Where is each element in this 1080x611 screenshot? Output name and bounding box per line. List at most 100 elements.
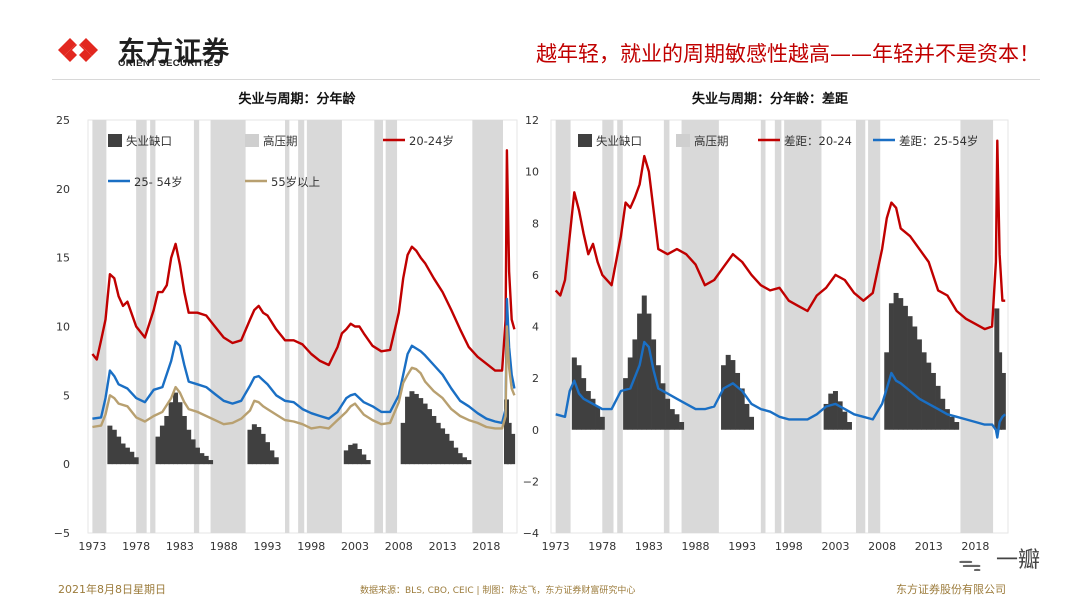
chart1-gap-bar	[352, 443, 358, 465]
chart2-gap-bar	[823, 403, 829, 430]
chart2-gap-bar	[912, 326, 918, 430]
chart2-gap-bar	[842, 411, 848, 430]
chart2-gap-bar	[916, 339, 922, 430]
chart2-gap-bar	[623, 378, 629, 430]
chart2-high-pressure-band	[774, 120, 782, 533]
chart2-gap-bar	[907, 316, 913, 430]
chart1-gap-bar	[155, 436, 161, 465]
chart1-y-tick-label: 20	[56, 183, 70, 196]
chart2-title: 失业与周期：分年龄：差距	[692, 91, 848, 107]
chart2-x-tick-label: 1998	[775, 540, 803, 553]
chart1-gap-bar	[111, 429, 117, 465]
chart2-gap-bar	[590, 398, 596, 430]
footer-company: 东方证券股份有限公司	[896, 583, 1006, 596]
chart2-gap-bar	[832, 391, 838, 430]
chart2-y-tick-label: 8	[532, 217, 539, 230]
chart2-y-tick-label: 0	[532, 424, 539, 437]
chart1-gap-bar	[431, 415, 437, 465]
chart1-gap-bar	[208, 460, 214, 465]
chart1-legend-label: 失业缺口	[126, 134, 172, 148]
chart1-high-pressure-band	[92, 120, 107, 533]
chart1-gap-bar	[107, 425, 113, 465]
chart1-series-line	[92, 325, 516, 430]
chart2-high-pressure-band	[784, 120, 822, 533]
chart1-series-line	[92, 297, 516, 425]
chart1-gap-bar	[120, 443, 126, 465]
chart1-x-tick-label: 1978	[122, 540, 150, 553]
chart1-gap-bar	[348, 444, 354, 465]
chart2-legend-label: 差距：20-24	[784, 134, 852, 148]
chart2-high-pressure-band	[855, 120, 866, 533]
chart2-x-tick-label: 1973	[542, 540, 570, 553]
chart1-x-tick-label: 1998	[297, 540, 325, 553]
chart2-gap-bar	[837, 401, 843, 430]
chart1-x-tick-label: 1983	[166, 540, 194, 553]
company-logo: 东方证券 ORIENT SECURITIES	[52, 28, 272, 72]
chart2-gap-bar	[846, 422, 852, 430]
chart2-high-pressure-band	[868, 120, 881, 533]
chart2-legend-label: 失业缺口	[596, 134, 642, 148]
chart1-gap-bar	[256, 426, 262, 465]
chart2-y-tick-label: 4	[532, 321, 539, 334]
chart2-y-tick-label: −4	[523, 527, 539, 540]
wechat-icon: ᯓ	[958, 549, 982, 577]
chart1-x-tick-label: 2008	[385, 540, 413, 553]
chart2-gap-bar	[595, 406, 601, 430]
chart1-gap-bar	[466, 460, 472, 465]
chart1-high-pressure-band	[136, 120, 147, 533]
chart2-gap-bar	[898, 298, 904, 430]
chart1-legend-swatch-shade	[245, 134, 259, 147]
chart1-gap-bar	[400, 422, 406, 465]
chart1-gap-bar	[461, 457, 467, 465]
chart1-gap-bar	[361, 454, 367, 465]
chart2-y-tick-label: 10	[525, 166, 539, 179]
chart1-gap-bar	[190, 439, 196, 465]
chart2-gap-bar	[944, 409, 950, 430]
chart2-gap-bar	[994, 308, 1000, 430]
chart1-gap-bar	[116, 436, 122, 465]
chart2-y-tick-label: 12	[525, 114, 539, 127]
chart1-gap-bar	[260, 433, 266, 465]
chart2-gap-bar	[744, 403, 750, 430]
chart1-y-tick-label: 5	[63, 389, 70, 402]
chart2-series-line	[555, 340, 1006, 439]
chart2-gap-bar	[585, 391, 591, 430]
chart2-gap-bar	[669, 409, 675, 430]
chart1-gap-bar	[426, 409, 432, 465]
chart1-gap-bar	[510, 433, 516, 465]
chart2-gap-bar	[997, 352, 1003, 430]
chart1-gap-bar	[164, 415, 170, 465]
watermark-text: 一瓣	[996, 548, 1041, 573]
chart2-gap-bar	[888, 303, 894, 430]
chart1-legend-label: 25- 54岁	[134, 175, 183, 189]
chart1-gap-bar	[422, 403, 428, 465]
slide-headline: 越年轻，就业的周期敏感性越高——年轻并不是资本！	[536, 42, 1040, 66]
chart2-x-tick-label: 1993	[728, 540, 756, 553]
chart1-gap-bar	[264, 442, 270, 465]
chart1-gap-bar	[186, 429, 192, 465]
chart1-gap-bar	[273, 457, 279, 465]
logo-text-en: ORIENT SECURITIES	[118, 58, 221, 69]
chart2-gap-bar	[637, 313, 643, 430]
footer-source: 数据来源：BLS, CBO, CEIC | 制图：陈达飞，东方证券财富研究中心	[360, 586, 636, 596]
chart1-high-pressure-band	[374, 120, 384, 533]
chart1-high-pressure-band	[298, 120, 305, 533]
chart1-gap-bar	[124, 447, 130, 465]
chart2-x-tick-label: 2003	[821, 540, 849, 553]
chart1-gap-bar	[440, 428, 446, 465]
logo-text-cn: 东方证券	[118, 37, 230, 68]
chart2-x-tick-label: 2018	[961, 540, 989, 553]
chart1-high-pressure-band	[306, 120, 342, 533]
chart1-legend-label: 20-24岁	[409, 134, 454, 148]
chart1-series-line	[91, 149, 516, 372]
chart1-high-pressure-band	[150, 120, 156, 533]
chart2-gap-bar	[674, 414, 680, 430]
chart2-gap-bar	[735, 372, 741, 430]
chart1-gap-bar	[177, 402, 183, 465]
chart2-gap-bar	[721, 365, 727, 430]
chart2-high-pressure-band	[760, 120, 766, 533]
chart1-gap-bar	[418, 398, 424, 465]
chart1-y-tick-label: −5	[54, 527, 70, 540]
